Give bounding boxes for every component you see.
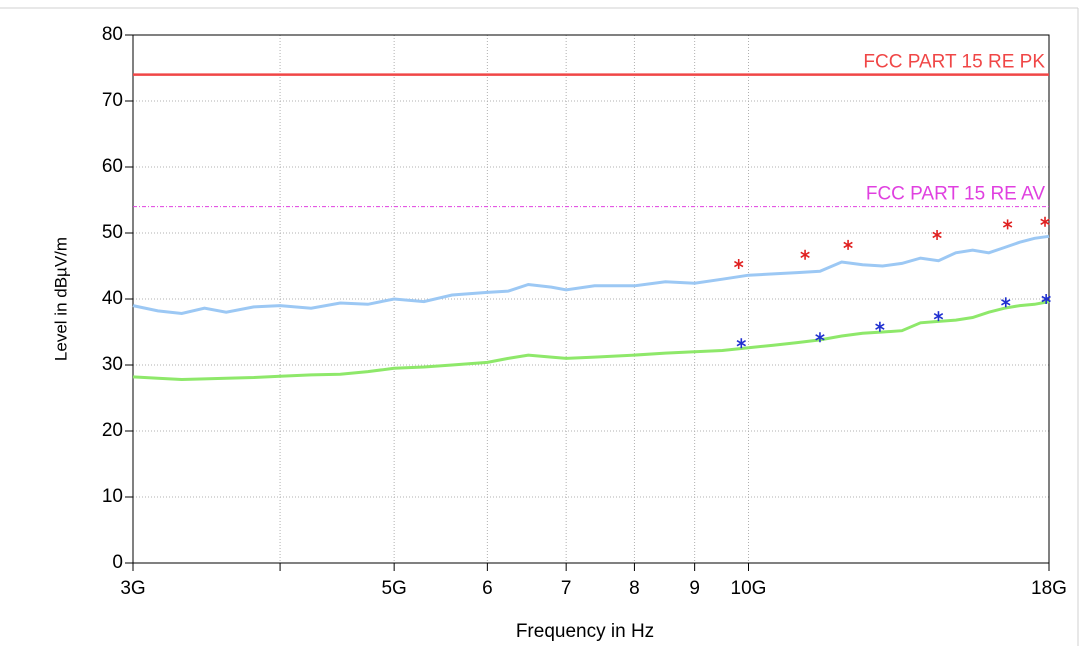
trace bbox=[132, 234, 1050, 316]
marker-stroke bbox=[736, 340, 747, 347]
marker bbox=[933, 311, 944, 322]
marker-stroke bbox=[843, 241, 853, 249]
marker-stroke bbox=[1040, 218, 1050, 225]
y-tick-label: 20 bbox=[102, 420, 123, 441]
marker bbox=[875, 321, 885, 332]
x-tick-label: 18G bbox=[1031, 578, 1067, 599]
limit-label: FCC PART 15 RE AV bbox=[866, 184, 1045, 205]
x-tick-label: 6 bbox=[482, 578, 493, 599]
plot-frame bbox=[132, 34, 1050, 564]
marker-stroke bbox=[933, 312, 944, 320]
y-tick-label: 70 bbox=[102, 90, 123, 111]
y-tick-label: 60 bbox=[102, 156, 123, 177]
x-tick-label: 5G bbox=[381, 578, 406, 599]
marker bbox=[733, 259, 744, 270]
marker bbox=[1001, 297, 1011, 308]
y-tick-label: 40 bbox=[102, 288, 123, 309]
marker bbox=[932, 229, 942, 240]
marker-stroke bbox=[875, 323, 885, 330]
y-tick-label: 50 bbox=[102, 222, 123, 243]
marker bbox=[1002, 219, 1013, 230]
marker bbox=[1040, 216, 1050, 227]
y-tick-label: 80 bbox=[102, 24, 123, 45]
x-tick-label: 7 bbox=[561, 578, 572, 599]
marker bbox=[736, 338, 747, 349]
marker-stroke bbox=[815, 334, 825, 341]
marker bbox=[1041, 294, 1051, 304]
y-tick-label: 30 bbox=[102, 354, 123, 375]
x-tick-label: 10G bbox=[731, 578, 767, 599]
x-tick-label: 8 bbox=[629, 578, 640, 599]
marker-stroke bbox=[1002, 221, 1013, 228]
marker bbox=[800, 249, 810, 260]
x-axis-label: Frequency in Hz bbox=[516, 621, 654, 642]
marker-stroke bbox=[1001, 299, 1011, 306]
marker-stroke bbox=[800, 251, 810, 258]
marker bbox=[843, 239, 853, 250]
limit-label: FCC PART 15 RE PK bbox=[863, 52, 1045, 73]
trace bbox=[132, 300, 1050, 382]
x-tick-label: 3G bbox=[120, 578, 145, 599]
marker-stroke bbox=[1041, 295, 1051, 303]
y-tick-label: 10 bbox=[102, 486, 123, 507]
marker bbox=[815, 332, 825, 343]
x-tick-label: 9 bbox=[689, 578, 700, 599]
marker-stroke bbox=[733, 260, 744, 268]
y-tick-label: 0 bbox=[112, 552, 123, 573]
marker-stroke bbox=[932, 231, 942, 239]
y-axis-label: Level in dBµV/m bbox=[51, 237, 70, 361]
